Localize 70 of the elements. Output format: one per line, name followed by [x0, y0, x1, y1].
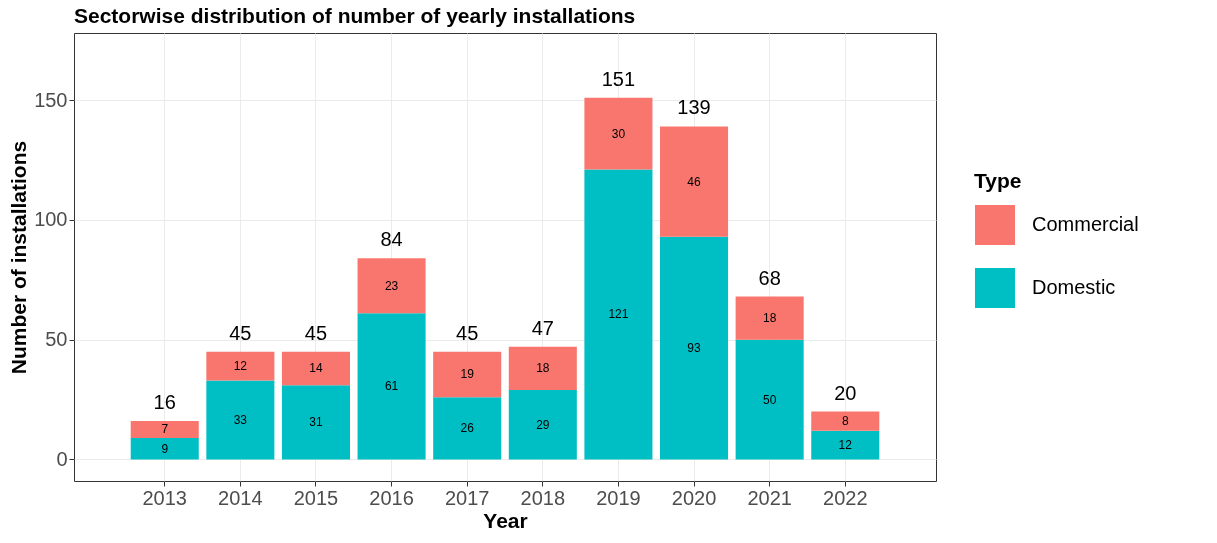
x-tick-label: 2016 — [369, 486, 414, 509]
total-label: 20 — [834, 381, 857, 404]
bar — [735, 296, 804, 340]
y-tick-label: 50 — [45, 328, 68, 351]
data-label: 33 — [233, 412, 248, 427]
bar — [811, 430, 880, 460]
data-label: 121 — [608, 307, 629, 322]
data-label: 30 — [611, 126, 626, 141]
data-label: 12 — [838, 438, 853, 453]
bar — [584, 97, 653, 170]
bar — [357, 313, 426, 460]
x-tick-label: 2022 — [823, 486, 868, 509]
bar — [433, 351, 502, 398]
bar — [508, 346, 577, 390]
data-label: 14 — [309, 361, 323, 376]
legend-label: Commercial — [1032, 213, 1139, 235]
total-label: 47 — [531, 316, 554, 339]
bar — [735, 339, 804, 460]
bar — [281, 351, 350, 386]
bar — [660, 126, 729, 237]
total-label: 16 — [153, 391, 176, 414]
data-label: 46 — [687, 174, 702, 189]
total-label: 84 — [380, 228, 403, 251]
total-label: 151 — [601, 67, 636, 90]
x-tick-label: 2015 — [293, 486, 339, 509]
data-label: 61 — [384, 379, 399, 394]
bar — [811, 411, 880, 431]
bar — [433, 397, 502, 460]
x-tick-label: 2018 — [520, 486, 566, 509]
bar — [130, 421, 199, 438]
x-tick-label: 2020 — [671, 486, 717, 509]
data-label: 29 — [536, 417, 550, 432]
legend-title: Type — [974, 169, 1022, 192]
legend-label: Domestic — [1032, 276, 1116, 298]
data-label: 8 — [841, 414, 849, 429]
x-tick-label: 2019 — [596, 486, 641, 509]
bar — [206, 380, 275, 460]
total-label: 45 — [456, 321, 479, 344]
data-label: 12 — [233, 359, 248, 374]
y-tick-label: 150 — [34, 88, 68, 111]
y-axis-title: Number of installations — [7, 140, 31, 375]
x-tick-label: 2013 — [142, 486, 187, 509]
data-label: 26 — [460, 421, 475, 436]
x-tick-label: 2021 — [747, 486, 792, 509]
data-label: 9 — [161, 441, 169, 456]
x-tick-label: 2014 — [218, 486, 263, 509]
data-label: 23 — [384, 278, 399, 293]
total-label: 139 — [677, 96, 711, 119]
total-label: 45 — [304, 321, 328, 344]
data-label: 31 — [309, 415, 323, 430]
total-label: 68 — [758, 266, 781, 289]
bar — [130, 437, 199, 460]
y-tick-label: 0 — [56, 447, 68, 470]
y-tick-label: 100 — [34, 208, 68, 231]
data-label: 19 — [460, 367, 475, 382]
bar — [206, 351, 275, 381]
bar — [281, 385, 350, 460]
data-label: 93 — [687, 341, 702, 356]
data-label: 18 — [762, 311, 777, 326]
x-tick-label: 2017 — [444, 486, 490, 509]
bar — [584, 169, 653, 460]
data-label: 7 — [161, 422, 169, 437]
chart-title: Sectorwise distribution of number of yearly installations — [74, 4, 636, 27]
data-label: 50 — [762, 392, 777, 407]
data-label: 18 — [536, 361, 550, 376]
bar — [508, 389, 577, 460]
total-label: 45 — [229, 321, 252, 344]
bar — [357, 258, 426, 314]
x-axis-title: Year — [483, 508, 528, 532]
bar — [660, 236, 729, 460]
